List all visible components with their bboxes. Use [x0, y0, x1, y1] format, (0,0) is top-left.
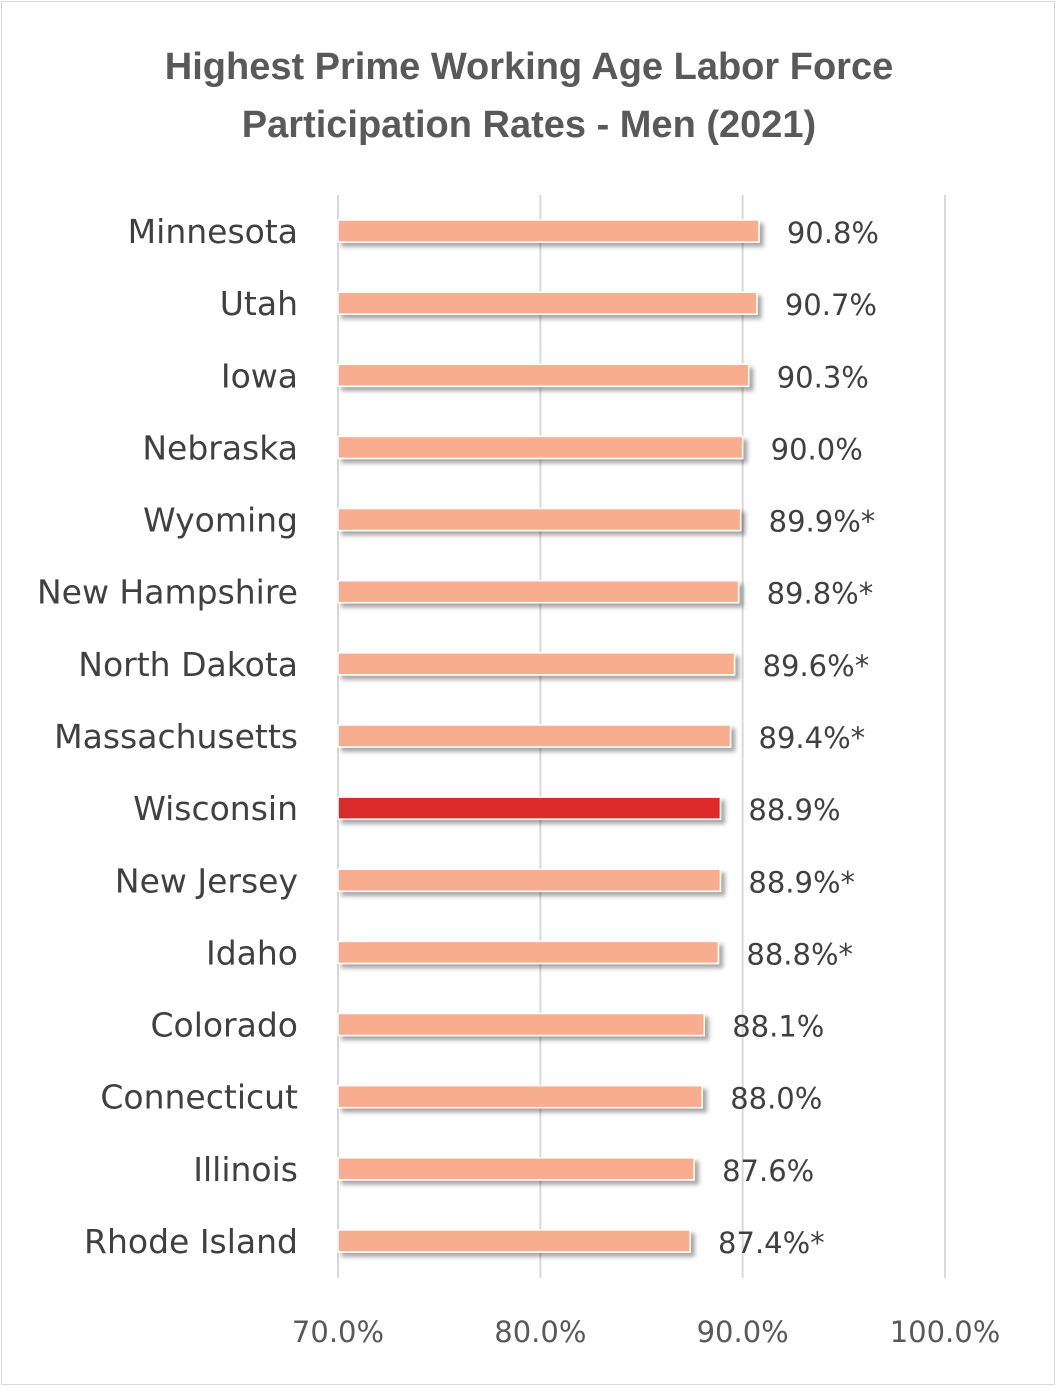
- chart-title-line2: Participation Rates - Men (2021): [241, 104, 817, 146]
- data-label: 88.8%*: [746, 937, 853, 971]
- category-label: Rhode Island: [84, 1222, 298, 1261]
- data-label: 87.6%: [722, 1154, 814, 1188]
- bar: [337, 1084, 703, 1109]
- bar: [337, 652, 736, 676]
- category-label: Nebraska: [142, 428, 298, 467]
- category-label: Idaho: [206, 933, 298, 972]
- x-tick-label: 90.0%: [697, 1315, 789, 1349]
- data-label: 89.9%*: [769, 505, 876, 539]
- data-label: 90.7%: [785, 288, 877, 322]
- category-label: New Jersey: [115, 861, 298, 900]
- data-label: 90.8%: [787, 216, 879, 250]
- data-label: 88.0%: [730, 1082, 822, 1116]
- x-tick-label: 70.0%: [292, 1315, 384, 1349]
- category-label: Wisconsin: [133, 789, 298, 828]
- category-label: Utah: [220, 284, 298, 323]
- x-tick-label: 80.0%: [494, 1315, 586, 1349]
- bar: [337, 940, 720, 965]
- bar: [337, 219, 760, 243]
- category-label: Minnesota: [128, 212, 298, 251]
- data-label: 88.9%*: [748, 865, 855, 899]
- category-label: Iowa: [221, 356, 298, 395]
- data-label: 89.8%*: [767, 577, 874, 611]
- bar: [337, 507, 742, 532]
- category-label: Connecticut: [100, 1078, 298, 1117]
- data-label: 89.4%*: [759, 721, 866, 755]
- data-label: 90.0%: [771, 432, 863, 466]
- bar: [337, 435, 744, 460]
- category-label: Massachusetts: [54, 717, 298, 756]
- bar: [337, 1157, 695, 1181]
- bars: [337, 219, 760, 1253]
- labels: 70.0% 80.0% 90.0% 100.0% Minnesota 90.8% Utah 9…: [37, 212, 1000, 1349]
- chart-title: Highest Prime Working Age Labor Force Pa…: [0, 38, 1058, 154]
- category-label: New Hampshire: [37, 573, 298, 612]
- data-label: 89.6%*: [763, 649, 870, 683]
- category-label: North Dakota: [78, 645, 298, 684]
- chart-title-line1: Highest Prime Working Age Labor Force: [164, 46, 894, 88]
- category-label: Colorado: [150, 1006, 298, 1045]
- data-label: 87.4%*: [718, 1226, 825, 1260]
- data-label: 88.1%: [732, 1010, 824, 1044]
- bar: [337, 363, 750, 388]
- category-label: Illinois: [193, 1150, 298, 1189]
- category-label: Wyoming: [143, 501, 298, 540]
- bar: [337, 1012, 705, 1037]
- bar: [337, 868, 722, 893]
- x-tick-label: 100.0%: [890, 1315, 1001, 1349]
- bar: [337, 724, 732, 748]
- data-label: 88.9%: [748, 793, 840, 827]
- bar: [337, 796, 722, 820]
- bar: [337, 291, 758, 315]
- bar: [337, 579, 740, 604]
- bar: [337, 1229, 691, 1253]
- data-label: 90.3%: [777, 360, 869, 394]
